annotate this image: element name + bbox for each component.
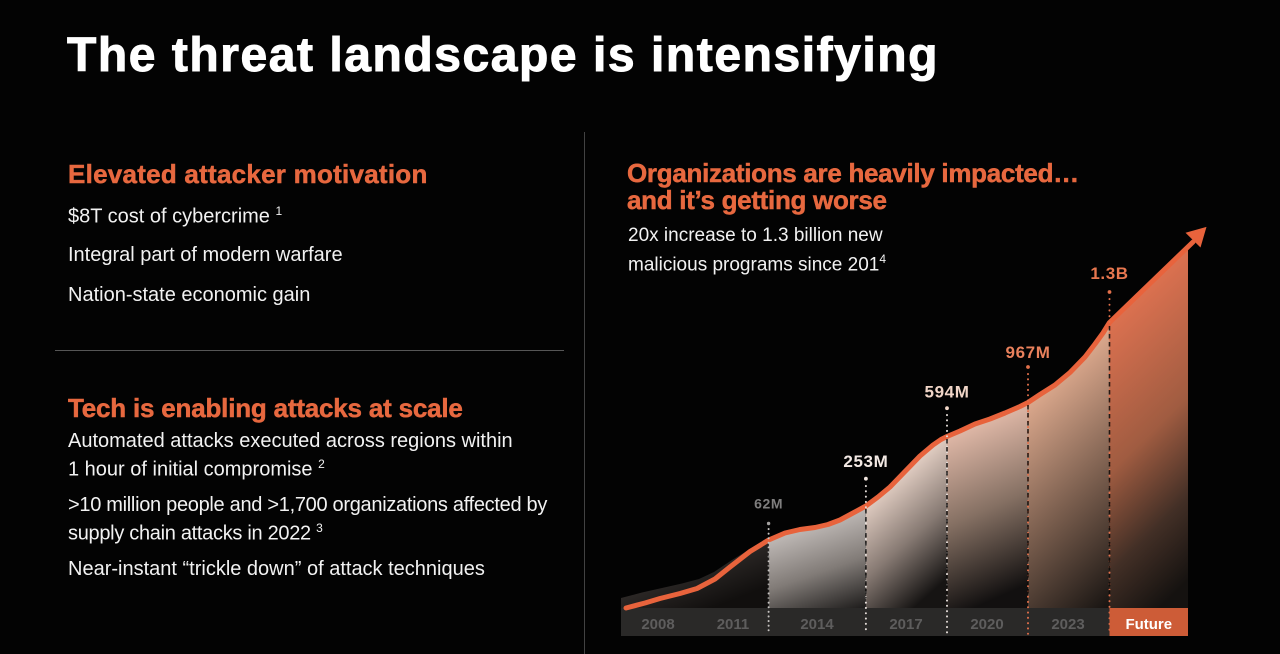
svg-text:594M: 594M: [925, 383, 970, 402]
svg-text:2023: 2023: [1051, 616, 1084, 633]
svg-text:967M: 967M: [1006, 343, 1051, 362]
svg-text:Future: Future: [1125, 616, 1172, 633]
svg-text:2014: 2014: [800, 616, 834, 633]
svg-text:2008: 2008: [641, 616, 674, 633]
svg-text:2011: 2011: [717, 616, 750, 633]
svg-text:2017: 2017: [889, 616, 922, 633]
svg-text:2020: 2020: [970, 616, 1003, 633]
svg-text:253M: 253M: [843, 452, 888, 471]
svg-text:1.3B: 1.3B: [1090, 264, 1128, 283]
svg-text:62M: 62M: [754, 496, 783, 512]
